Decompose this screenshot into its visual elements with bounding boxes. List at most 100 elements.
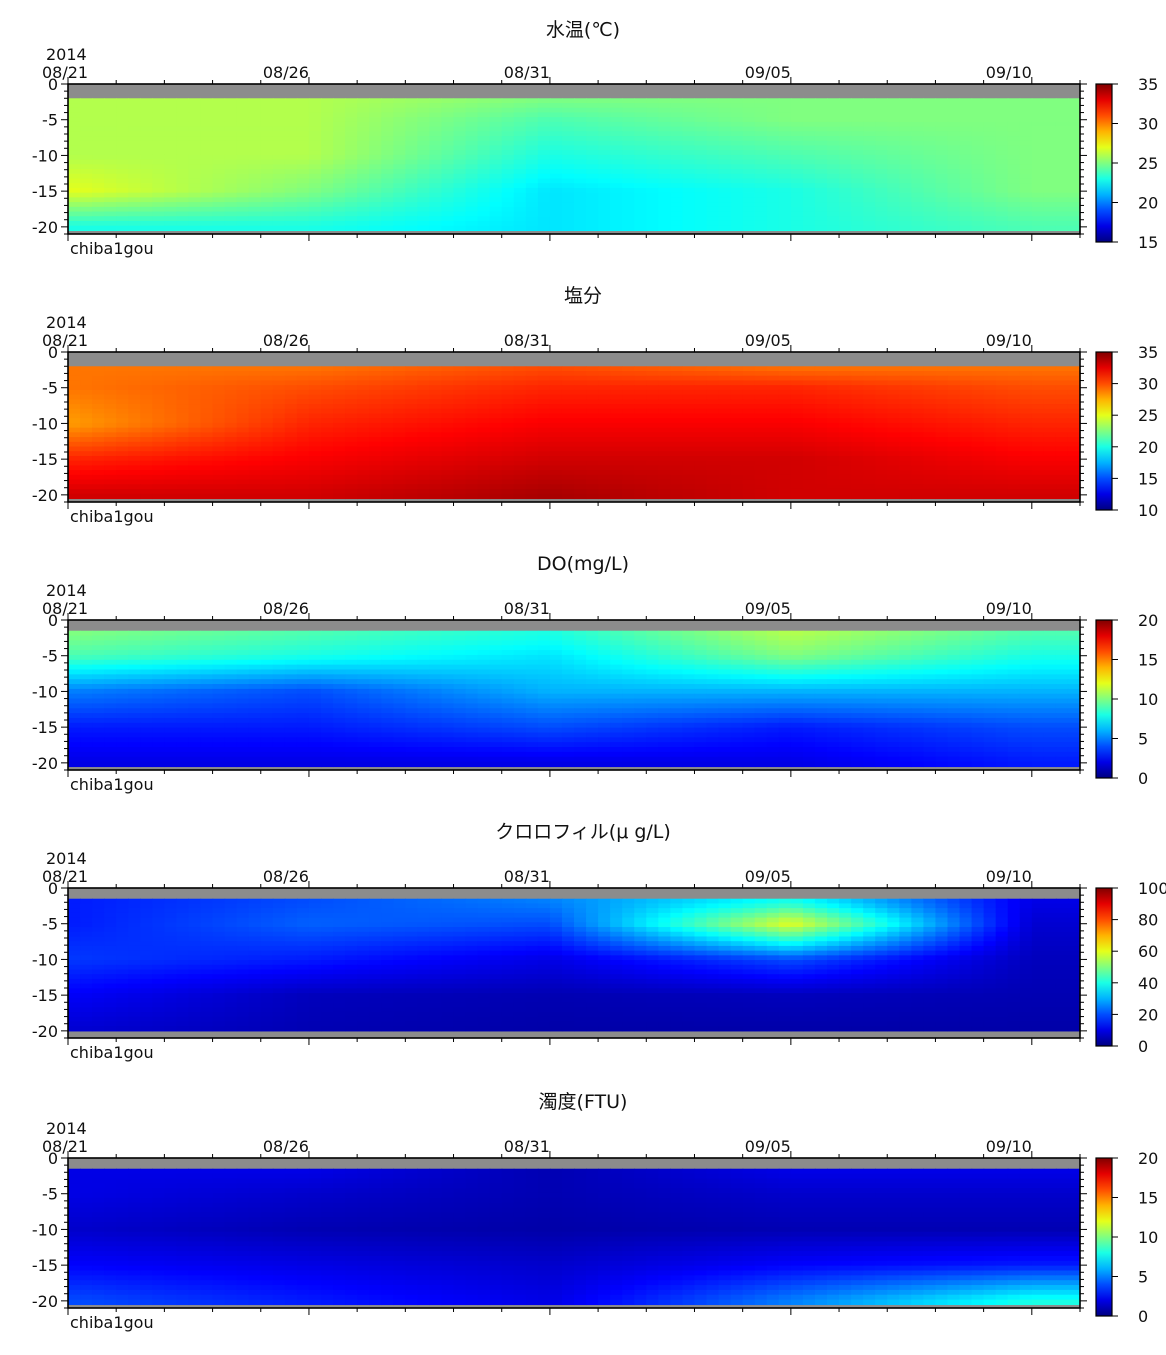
heatmap-cell <box>899 428 912 433</box>
heatmap-cell <box>345 465 358 470</box>
heatmap-cell <box>634 169 647 174</box>
heatmap-cell <box>249 216 262 221</box>
heatmap-cell <box>309 216 322 221</box>
heatmap-cell <box>960 395 973 400</box>
heatmap-cell <box>502 399 515 404</box>
heatmap-cell <box>682 385 695 390</box>
heatmap-cell <box>309 494 322 499</box>
heatmap-cell <box>478 183 491 188</box>
heatmap-cell <box>610 122 623 127</box>
heatmap-cell <box>670 437 683 442</box>
heatmap-cell <box>911 385 924 390</box>
heatmap-cell <box>1020 141 1033 146</box>
heatmap-cell <box>586 216 599 221</box>
heatmap-cell <box>201 489 214 494</box>
heatmap-cell <box>478 480 491 485</box>
heatmap-cell <box>755 390 768 395</box>
heatmap-cell <box>1056 108 1069 113</box>
heatmap-cell <box>441 183 454 188</box>
heatmap-cell <box>767 221 780 226</box>
heatmap-cell <box>923 169 936 174</box>
heatmap-cell <box>188 399 201 404</box>
heatmap-cell <box>188 465 201 470</box>
heatmap-cell <box>441 141 454 146</box>
heatmap-cell <box>454 409 467 414</box>
heatmap-cell <box>960 432 973 437</box>
heatmap-cell <box>707 145 720 150</box>
heatmap-cell <box>863 141 876 146</box>
heatmap-cell <box>947 179 960 184</box>
heatmap-cell <box>634 122 647 127</box>
heatmap-cell <box>887 174 900 179</box>
heatmap-cell <box>827 136 840 141</box>
heatmap-cell <box>803 160 816 165</box>
heatmap-cell <box>1008 117 1021 122</box>
heatmap-cell <box>658 188 671 193</box>
heatmap-cell <box>634 221 647 226</box>
heatmap-cell <box>779 494 792 499</box>
heatmap-cell <box>441 212 454 217</box>
heatmap-cell <box>767 155 780 160</box>
heatmap-cell <box>140 447 153 452</box>
heatmap-cell <box>960 451 973 456</box>
heatmap-cell <box>273 366 286 371</box>
heatmap-cell <box>996 193 1009 198</box>
heatmap-cell <box>152 380 165 385</box>
heatmap-cell <box>670 413 683 418</box>
heatmap-cell <box>743 136 756 141</box>
heatmap-cell <box>333 122 346 127</box>
heatmap-cell <box>803 423 816 428</box>
heatmap-cell <box>237 141 250 146</box>
heatmap-cell <box>333 164 346 169</box>
heatmap-cell <box>694 456 707 461</box>
heatmap-cell <box>213 395 226 400</box>
heatmap-cell <box>466 395 479 400</box>
heatmap-cell <box>707 197 720 202</box>
heatmap-cell <box>502 169 515 174</box>
heatmap-cell <box>1008 155 1021 160</box>
heatmap-cell <box>213 117 226 122</box>
heatmap-cell <box>237 202 250 207</box>
heatmap-cell <box>984 221 997 226</box>
heatmap-cell <box>815 376 828 381</box>
heatmap-cell <box>514 169 527 174</box>
heatmap-cell <box>225 423 238 428</box>
heatmap-cell <box>562 122 575 127</box>
heatmap-cell <box>116 447 129 452</box>
heatmap-cell <box>598 484 611 489</box>
heatmap-cell <box>369 465 382 470</box>
heatmap-cell <box>237 489 250 494</box>
heatmap-cell <box>707 98 720 103</box>
heatmap-cell <box>1044 409 1057 414</box>
heatmap-cell <box>1068 376 1081 381</box>
heatmap-cell <box>405 150 418 155</box>
heatmap-cell <box>466 216 479 221</box>
heatmap-cell <box>273 380 286 385</box>
heatmap-cell <box>586 188 599 193</box>
heatmap-cell <box>1068 399 1081 404</box>
heatmap-cell <box>694 155 707 160</box>
heatmap-cell <box>116 131 129 136</box>
heatmap-cell <box>273 108 286 113</box>
heatmap-cell <box>309 117 322 122</box>
heatmap-cell <box>538 418 551 423</box>
heatmap-cell <box>972 437 985 442</box>
heatmap-cell <box>285 179 298 184</box>
heatmap-cell <box>466 447 479 452</box>
heatmap-cell <box>309 395 322 400</box>
heatmap-cell <box>863 212 876 217</box>
heatmap-cell <box>755 475 768 480</box>
heatmap-cell <box>273 174 286 179</box>
heatmap-cell <box>417 216 430 221</box>
heatmap-cell <box>1008 202 1021 207</box>
heatmap-cell <box>405 212 418 217</box>
heatmap-cell <box>116 202 129 207</box>
heatmap-cell <box>791 160 804 165</box>
heatmap-cell <box>815 145 828 150</box>
heatmap-cell <box>164 447 177 452</box>
heatmap-cell <box>1032 197 1045 202</box>
heatmap-cell <box>429 112 442 117</box>
heatmap-cell <box>164 160 177 165</box>
heatmap-cell <box>502 390 515 395</box>
heatmap-cell <box>923 145 936 150</box>
